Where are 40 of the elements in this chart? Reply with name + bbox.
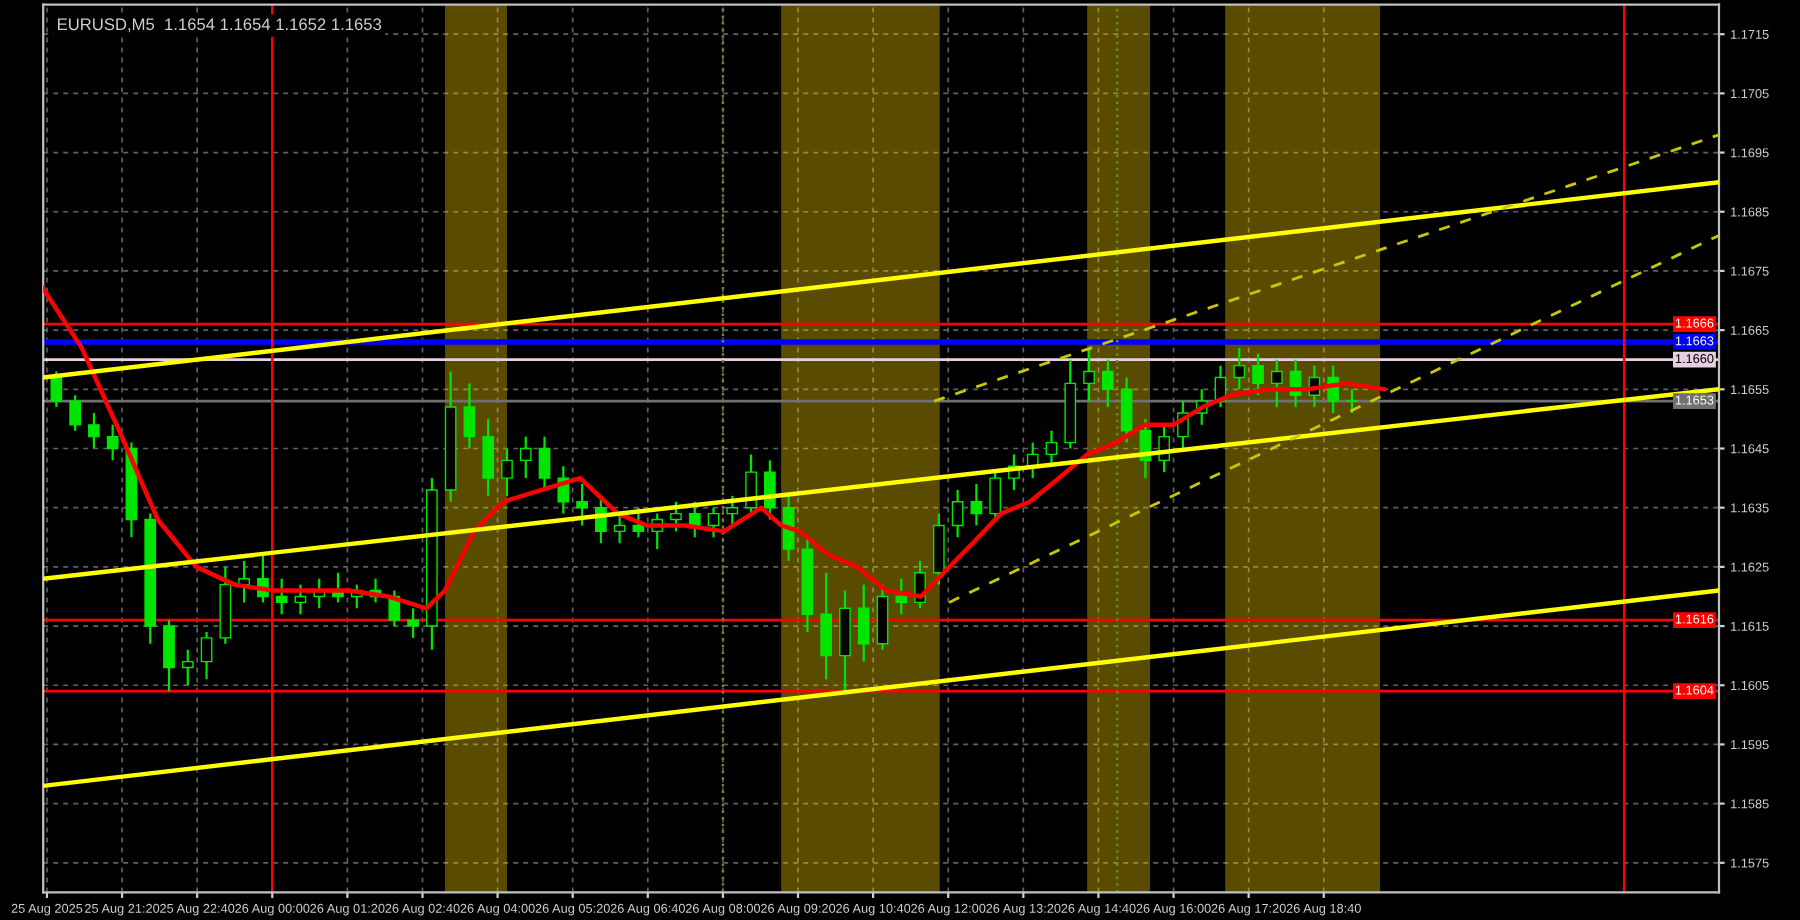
candlestick [576,482,588,527]
candlestick [1083,346,1095,403]
candlestick [1045,429,1058,468]
candlestick [839,589,851,693]
candlestick [763,459,776,521]
candlestick [1101,358,1114,409]
candlestick [745,453,757,515]
candlestick [989,471,1002,521]
candlestick [1120,376,1133,444]
candlestick [857,583,870,663]
candlestick [181,648,194,687]
candlestick [88,411,100,450]
candlestick [707,506,720,539]
candlestick [275,577,288,616]
candlestick [1346,388,1358,415]
candlestick [670,500,682,533]
candlestick [294,583,307,616]
candlestick [538,435,551,492]
candlestick [519,435,532,480]
candlestick [200,630,213,681]
candlestick [407,607,419,640]
candlestick [613,512,626,545]
text: EURUSD,M5 1.1654 1.1654 1.1652 1.1653 [57,18,382,33]
candlestick [688,500,701,539]
candlestick [106,423,119,462]
candlestick [820,571,833,681]
candlestick [932,512,945,586]
candlestick [482,417,495,497]
candlestick [1233,346,1246,391]
candlestick [163,619,175,693]
candlestick [69,394,81,432]
candlestick [895,577,908,616]
candlestick [50,370,63,409]
candlestick [463,382,476,450]
candlestick [951,488,964,539]
candlestick [1270,358,1283,409]
candlestick [1252,352,1264,397]
candlestick [501,447,513,497]
candlestick [970,482,983,527]
candlestick [726,494,739,527]
